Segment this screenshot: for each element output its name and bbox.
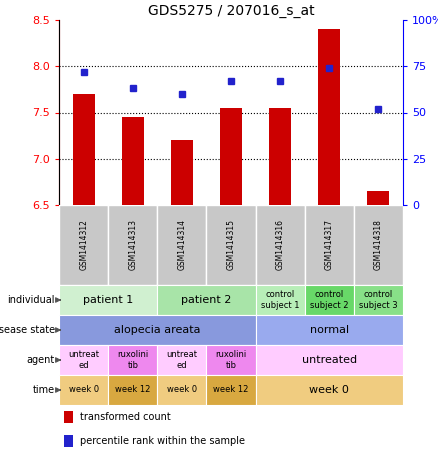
Bar: [59, 285, 157, 315]
Text: GSM1414313: GSM1414313: [128, 220, 137, 270]
Bar: [108, 345, 157, 375]
Text: control
subject 2: control subject 2: [310, 290, 349, 310]
Text: patient 1: patient 1: [83, 295, 134, 305]
Text: control
subject 1: control subject 1: [261, 290, 300, 310]
Text: GSM1414314: GSM1414314: [177, 220, 187, 270]
Bar: [256, 205, 305, 285]
Title: GDS5275 / 207016_s_at: GDS5275 / 207016_s_at: [148, 4, 314, 18]
Text: week 0: week 0: [309, 385, 349, 395]
Bar: [354, 205, 403, 285]
Text: GSM1414318: GSM1414318: [374, 220, 383, 270]
Text: percentile rank within the sample: percentile rank within the sample: [80, 436, 245, 446]
Text: untreat
ed: untreat ed: [68, 350, 99, 370]
Text: GSM1414316: GSM1414316: [276, 220, 285, 270]
Bar: [256, 345, 403, 375]
Text: week 12: week 12: [213, 386, 249, 395]
Bar: [122, 117, 144, 205]
Bar: [108, 205, 157, 285]
Bar: [73, 94, 95, 205]
Bar: [59, 345, 108, 375]
Bar: [256, 375, 403, 405]
Bar: [59, 315, 256, 345]
Bar: [108, 375, 157, 405]
Bar: [256, 285, 305, 315]
Bar: [305, 205, 354, 285]
Text: control
subject 3: control subject 3: [359, 290, 398, 310]
Bar: [157, 205, 206, 285]
Bar: [367, 191, 389, 205]
Text: ruxolini
tib: ruxolini tib: [117, 350, 148, 370]
Bar: [157, 375, 206, 405]
Text: time: time: [32, 385, 55, 395]
Bar: [305, 285, 354, 315]
Bar: [354, 285, 403, 315]
Text: GSM1414312: GSM1414312: [79, 220, 88, 270]
Text: alopecia areata: alopecia areata: [114, 325, 201, 335]
Bar: [206, 375, 256, 405]
Text: week 12: week 12: [115, 386, 151, 395]
Bar: [59, 205, 108, 285]
Bar: [318, 29, 340, 205]
Bar: [269, 108, 291, 205]
Text: agent: agent: [27, 355, 55, 365]
Text: normal: normal: [310, 325, 349, 335]
Bar: [171, 140, 193, 205]
Text: ruxolini
tib: ruxolini tib: [215, 350, 247, 370]
Text: week 0: week 0: [69, 386, 99, 395]
Bar: [157, 285, 256, 315]
Bar: [220, 108, 242, 205]
Bar: [64, 411, 73, 423]
Text: disease state: disease state: [0, 325, 55, 335]
Bar: [256, 315, 403, 345]
Text: patient 2: patient 2: [181, 295, 232, 305]
Text: untreated: untreated: [302, 355, 357, 365]
Text: week 0: week 0: [167, 386, 197, 395]
Text: individual: individual: [7, 295, 55, 305]
Bar: [64, 435, 73, 447]
Bar: [59, 375, 108, 405]
Bar: [157, 345, 206, 375]
Text: untreat
ed: untreat ed: [166, 350, 198, 370]
Bar: [206, 345, 256, 375]
Text: GSM1414317: GSM1414317: [325, 220, 334, 270]
Text: transformed count: transformed count: [80, 412, 170, 422]
Bar: [206, 205, 256, 285]
Text: GSM1414315: GSM1414315: [226, 220, 236, 270]
